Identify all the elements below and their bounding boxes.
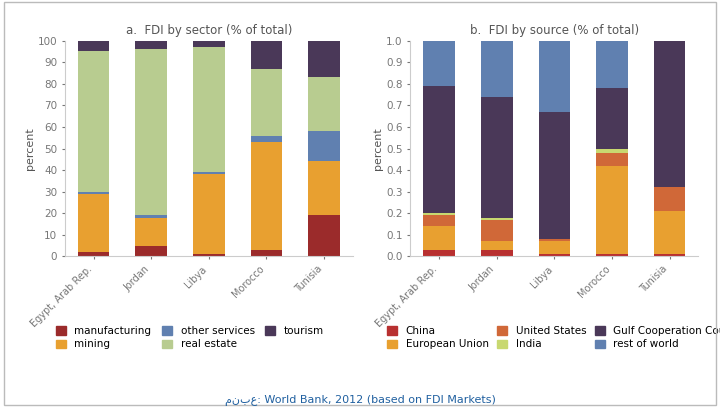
Bar — [539, 41, 570, 112]
Bar — [135, 245, 167, 256]
Bar — [251, 250, 282, 256]
Bar — [193, 172, 225, 175]
Bar — [654, 41, 685, 187]
Bar — [539, 254, 570, 256]
Bar — [251, 69, 282, 136]
Bar — [308, 162, 340, 215]
Bar — [78, 41, 109, 52]
Bar — [251, 41, 282, 69]
Bar — [423, 250, 455, 256]
Bar — [539, 239, 570, 241]
Bar — [654, 211, 685, 254]
Bar — [308, 41, 340, 77]
Bar — [308, 77, 340, 131]
Bar — [596, 88, 628, 149]
Title: a.  FDI by sector (% of total): a. FDI by sector (% of total) — [125, 24, 292, 37]
Bar — [135, 215, 167, 218]
Bar — [308, 215, 340, 256]
Bar — [596, 149, 628, 153]
Bar — [193, 175, 225, 254]
Bar — [481, 218, 513, 220]
Bar — [481, 97, 513, 218]
Bar — [308, 131, 340, 162]
Bar — [596, 166, 628, 254]
Bar — [78, 194, 109, 252]
Bar — [423, 213, 455, 215]
Bar — [423, 41, 455, 86]
Bar — [135, 218, 167, 245]
Bar — [654, 187, 685, 211]
Bar — [135, 49, 167, 215]
Bar — [481, 220, 513, 241]
Bar — [78, 252, 109, 256]
Bar — [481, 241, 513, 250]
Text: منبع: World Bank, 2012 (based on FDI Markets): منبع: World Bank, 2012 (based on FDI Mar… — [225, 395, 495, 406]
Bar — [654, 254, 685, 256]
Bar — [481, 250, 513, 256]
Bar — [251, 136, 282, 142]
Bar — [78, 52, 109, 192]
Title: b.  FDI by source (% of total): b. FDI by source (% of total) — [470, 24, 639, 37]
Bar — [596, 254, 628, 256]
Bar — [539, 112, 570, 239]
Bar — [193, 254, 225, 256]
Legend: China, European Union, United States, India, Gulf Cooperation Council, rest of w: China, European Union, United States, In… — [387, 326, 720, 350]
Bar — [193, 47, 225, 172]
Bar — [423, 86, 455, 213]
Bar — [423, 215, 455, 226]
Bar — [251, 142, 282, 250]
Bar — [193, 41, 225, 47]
Legend: manufacturing, mining, other services, real estate, tourism: manufacturing, mining, other services, r… — [55, 326, 324, 350]
Bar — [539, 241, 570, 254]
Bar — [78, 192, 109, 194]
Bar — [481, 41, 513, 97]
Bar — [423, 226, 455, 250]
Bar — [135, 41, 167, 49]
Bar — [596, 153, 628, 166]
Bar — [596, 41, 628, 88]
Y-axis label: percent: percent — [374, 127, 384, 170]
Y-axis label: percent: percent — [24, 127, 35, 170]
